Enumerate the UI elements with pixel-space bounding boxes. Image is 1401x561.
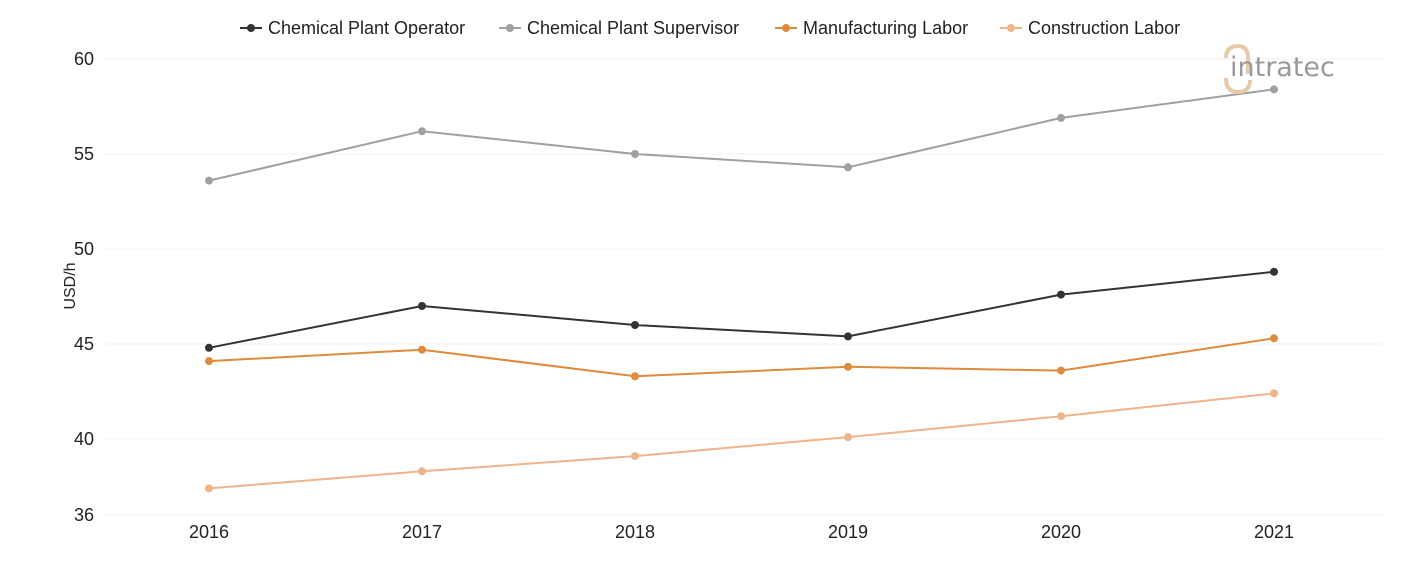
data-point[interactable] — [418, 302, 426, 310]
series-chemical-plant-operator — [205, 267, 1278, 352]
data-point[interactable] — [1270, 389, 1278, 398]
legend[interactable]: Chemical Plant Operator Chemical Plant Su… — [240, 18, 1180, 38]
y-axis-title: USD/h — [62, 262, 79, 309]
logo-mark-icon — [1224, 43, 1250, 74]
data-point[interactable] — [1270, 267, 1278, 276]
data-point[interactable] — [205, 357, 213, 366]
data-point[interactable] — [1057, 113, 1065, 122]
legend-marker-icon — [247, 24, 255, 32]
gridlines — [105, 58, 1383, 516]
y-tick-label: 55 — [74, 144, 94, 164]
legend-marker-icon — [782, 24, 790, 32]
x-tick-label: 2017 — [402, 522, 442, 542]
series-line — [208, 337, 1275, 378]
legend-label: Manufacturing Labor — [803, 18, 968, 38]
series-layer — [205, 85, 1278, 493]
legend-item[interactable]: Manufacturing Labor — [775, 18, 968, 38]
x-axis: 2016 2017 2018 2019 2020 2021 — [189, 522, 1294, 542]
y-axis: 36 40 45 50 55 60 — [74, 49, 94, 525]
legend-item[interactable]: Chemical Plant Operator — [240, 18, 465, 38]
legend-label: Chemical Plant Operator — [268, 18, 465, 38]
data-point[interactable] — [418, 127, 426, 136]
y-tick-label: 36 — [74, 505, 94, 525]
legend-marker-icon — [506, 24, 514, 32]
data-point[interactable] — [844, 332, 852, 341]
series-chemical-plant-supervisor — [205, 85, 1278, 185]
series-construction-labor — [205, 389, 1278, 493]
series-line — [208, 270, 1275, 349]
y-tick-label: 60 — [74, 49, 94, 69]
data-point[interactable] — [631, 321, 639, 329]
x-tick-label: 2018 — [615, 522, 655, 542]
data-point[interactable] — [418, 345, 426, 354]
x-tick-label: 2020 — [1041, 522, 1081, 542]
legend-item[interactable]: Construction Labor — [1000, 18, 1180, 38]
data-point[interactable] — [1057, 290, 1065, 299]
data-point[interactable] — [1057, 412, 1065, 421]
series-manufacturing-labor — [205, 334, 1278, 381]
legend-label: Construction Labor — [1028, 18, 1180, 38]
data-point[interactable] — [205, 176, 213, 185]
data-point[interactable] — [1270, 85, 1278, 94]
data-point[interactable] — [418, 467, 426, 476]
series-line — [208, 392, 1275, 490]
x-tick-label: 2021 — [1254, 522, 1294, 542]
logo-text: intratec — [1230, 52, 1335, 83]
data-point[interactable] — [631, 452, 639, 461]
data-point[interactable] — [631, 150, 639, 158]
data-point[interactable] — [631, 372, 639, 381]
logo-swoosh-icon — [1224, 77, 1252, 95]
data-point[interactable] — [844, 163, 852, 172]
legend-marker-icon — [1007, 24, 1015, 32]
y-tick-label: 50 — [74, 239, 94, 259]
data-point[interactable] — [1270, 334, 1278, 343]
x-tick-label: 2016 — [189, 522, 229, 542]
data-point[interactable] — [844, 362, 852, 371]
x-tick-label: 2019 — [828, 522, 868, 542]
y-tick-label: 45 — [74, 334, 94, 354]
data-point[interactable] — [205, 484, 213, 493]
y-tick-label: 40 — [74, 429, 94, 449]
series-line — [208, 88, 1275, 182]
legend-item[interactable]: Chemical Plant Supervisor — [499, 18, 739, 38]
watermark-logo: intratec — [1224, 43, 1335, 95]
data-point[interactable] — [844, 433, 852, 442]
legend-label: Chemical Plant Supervisor — [527, 18, 739, 38]
data-point[interactable] — [205, 343, 213, 352]
data-point[interactable] — [1057, 366, 1065, 375]
